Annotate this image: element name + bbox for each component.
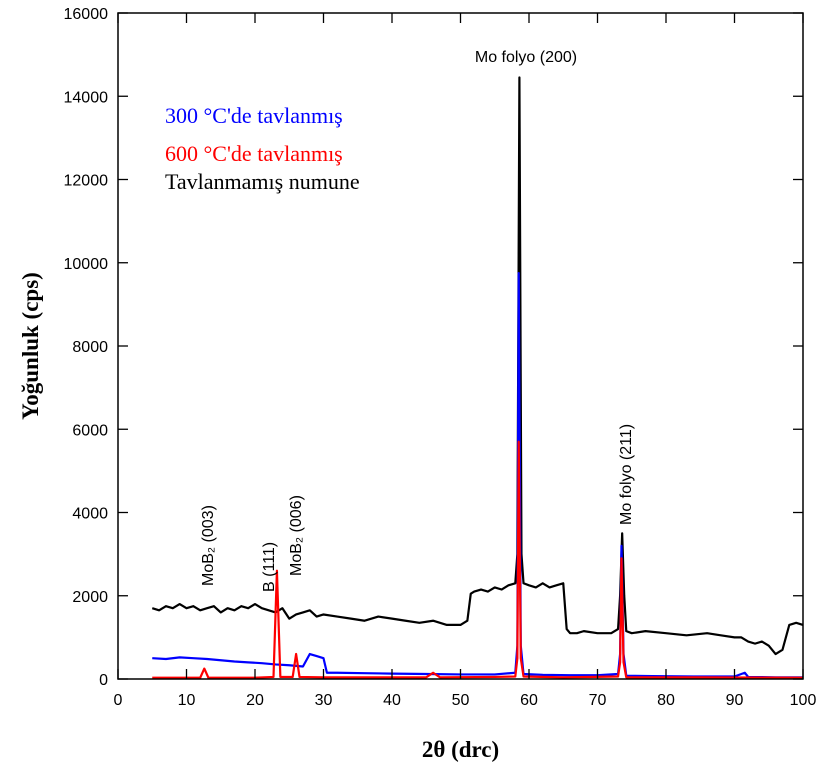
y-tick-label: 0 — [99, 672, 108, 689]
x-tick-label: 60 — [520, 692, 538, 709]
y-tick-label: 14000 — [64, 89, 109, 106]
series-line — [152, 272, 803, 679]
y-tick-label: 10000 — [64, 256, 109, 273]
y-tick-label: 2000 — [72, 589, 108, 606]
annotation: MoB₂ (006) — [288, 495, 305, 576]
y-tick-label: 12000 — [64, 173, 109, 190]
legend-entry: Tavlanmamış numune — [165, 169, 360, 194]
x-tick-label: 10 — [178, 692, 196, 709]
series-line — [151, 76, 804, 656]
x-tick-label: 80 — [657, 692, 675, 709]
x-tick-label: 100 — [790, 692, 817, 709]
series-line — [152, 440, 804, 679]
legend-entry: 600 °C'de tavlanmış — [165, 141, 343, 166]
annotation: B (111) — [261, 542, 278, 592]
annotation: Mo folyo (200) — [475, 49, 577, 66]
x-tick-label: 90 — [726, 692, 744, 709]
x-tick-label: 20 — [246, 692, 264, 709]
y-tick-label: 8000 — [72, 339, 108, 356]
y-tick-label: 16000 — [64, 6, 109, 23]
y-tick-label: 6000 — [72, 422, 108, 439]
annotation: Mo folyo (211) — [618, 424, 635, 525]
legend-entry: 300 °C'de tavlanmış — [165, 103, 343, 128]
y-tick-label: 4000 — [72, 506, 108, 523]
x-tick-label: 0 — [114, 692, 123, 709]
annotation: MoB₂ (003) — [200, 505, 217, 586]
x-tick-label: 50 — [452, 692, 470, 709]
y-axis-title: Yoğunluk (cps) — [18, 272, 43, 420]
x-tick-label: 40 — [383, 692, 401, 709]
x-axis-title: 2θ (drc) — [422, 737, 499, 762]
x-tick-label: 70 — [589, 692, 607, 709]
x-tick-label: 30 — [315, 692, 333, 709]
